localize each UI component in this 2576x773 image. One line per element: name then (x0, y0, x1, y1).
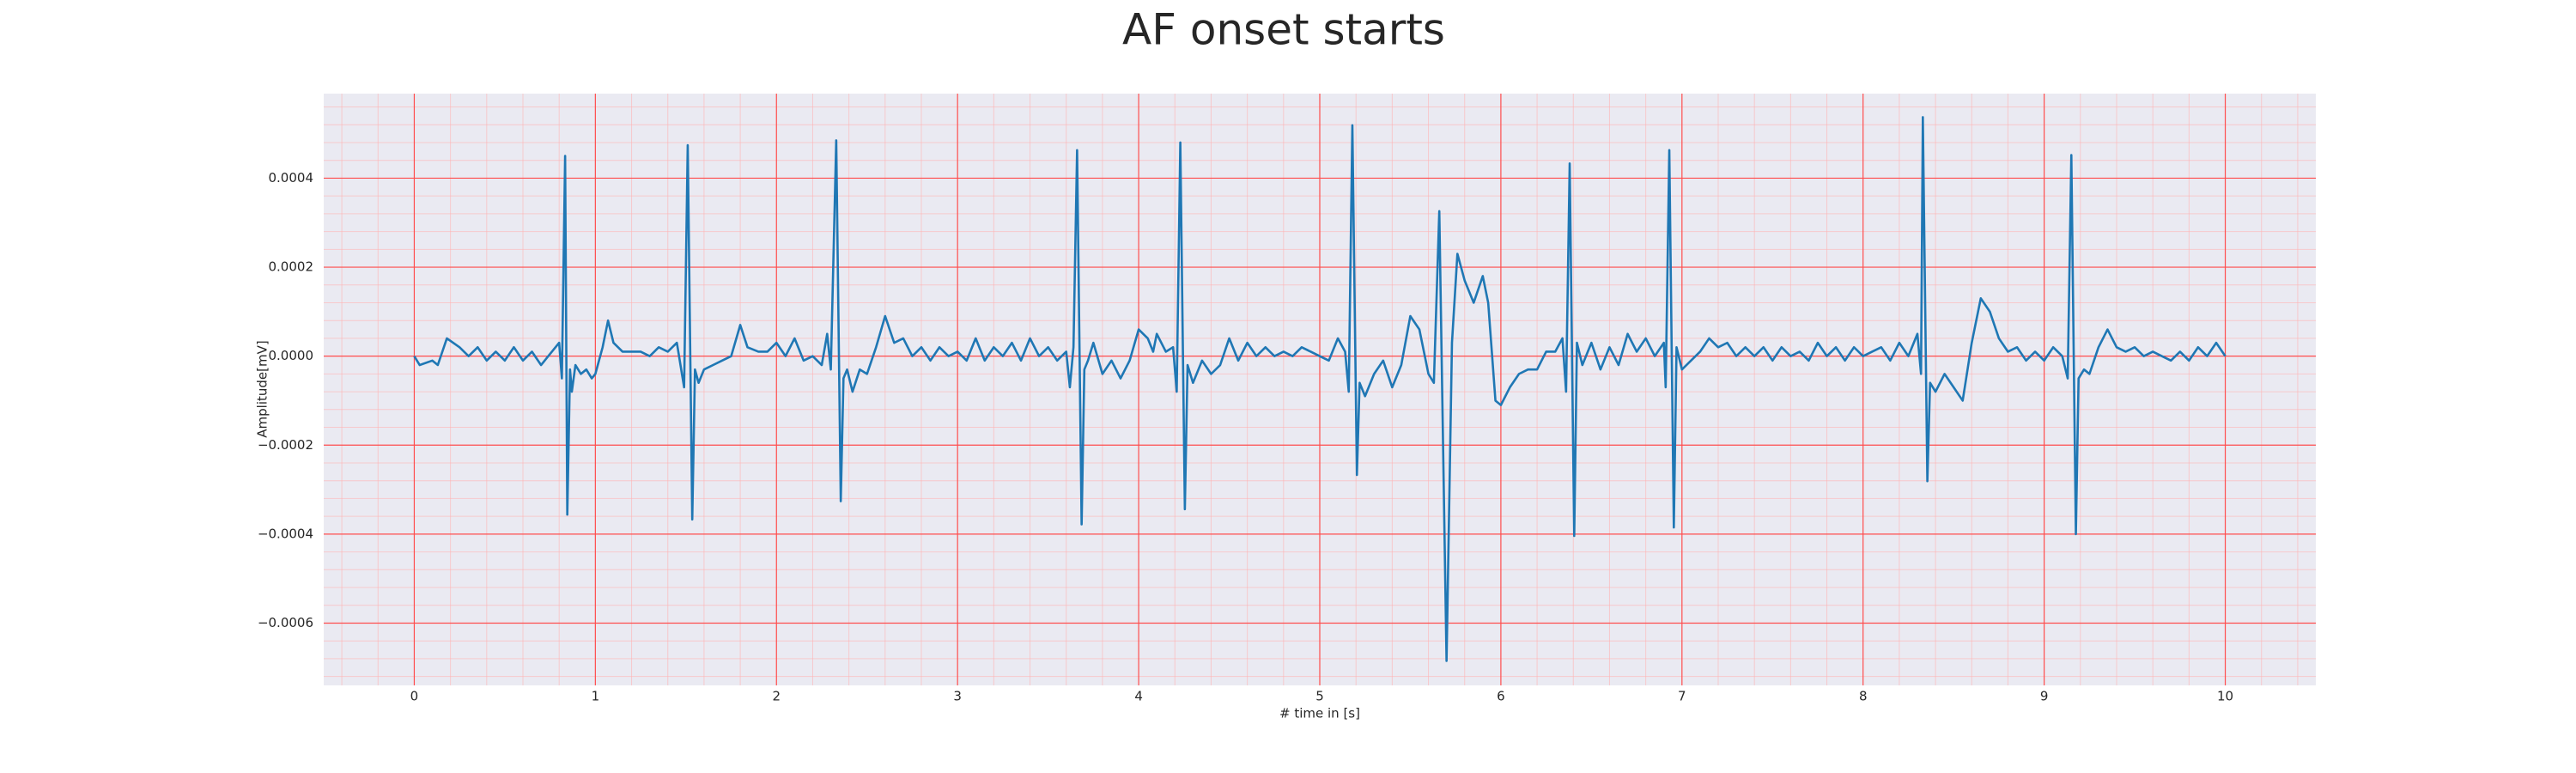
y-tick-label: −0.0006 (258, 615, 313, 630)
data-layer (413, 116, 2227, 662)
x-tick-label: 1 (592, 689, 600, 704)
major-grid (324, 94, 2316, 685)
x-axis-label: # time in [s] (1279, 706, 1360, 721)
x-tick-label: 8 (1859, 689, 1868, 704)
x-tick-label: 6 (1497, 689, 1505, 704)
y-tick-label: 0.0002 (269, 259, 314, 275)
x-tick-label: 7 (1678, 689, 1686, 704)
x-tick-label: 5 (1315, 689, 1324, 704)
x-tick-label: 0 (410, 689, 419, 704)
y-tick-label: −0.0004 (258, 526, 313, 541)
y-tick-label: −0.0002 (258, 437, 313, 453)
x-tick-label: 3 (953, 689, 962, 704)
x-tick-label: 2 (772, 689, 781, 704)
y-axis-label: Amplitude[mV] (255, 340, 270, 437)
x-tick-label: 4 (1134, 689, 1143, 704)
ecg-line (413, 116, 2227, 662)
x-tick-label: 10 (2217, 689, 2233, 704)
y-tick-label: 0.0000 (269, 348, 314, 363)
chart-title: AF onset starts (1122, 5, 1445, 55)
y-tick-label: 0.0004 (269, 170, 314, 186)
x-tick-label: 9 (2040, 689, 2049, 704)
